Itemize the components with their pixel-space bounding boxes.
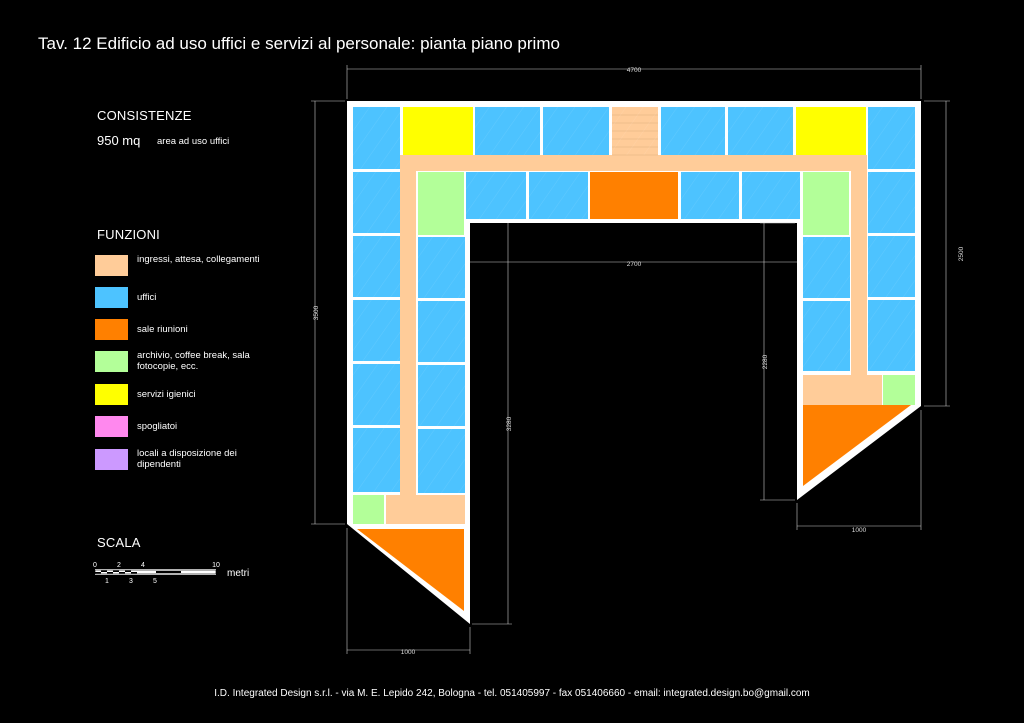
dim-top-width: 4700 [627,67,642,74]
scala-heading: SCALA [97,535,141,550]
floor-plan [353,107,915,611]
restroom-right [796,107,866,155]
area-value: 950 mq [97,133,141,148]
scale-tick-10: 10 [212,562,220,569]
scale-tick-3: 3 [129,578,133,585]
legend-label: ingressi, attesa, collegamenti [137,254,260,265]
dim-inner-right-height: 2280 [762,354,769,369]
area-label: area ad uso uffici [157,136,230,147]
restroom-left [403,107,473,155]
legend-swatch [95,384,128,405]
archive-bottom-right [883,375,915,405]
legend-swatch [95,287,128,308]
dim-right-height: 2500 [958,246,965,261]
dim-left-height: 3500 [313,305,320,320]
legend-swatch [95,319,128,340]
dim-inner-left-height: 3280 [506,416,513,431]
legend-label: archivio, coffee break, sala fotocopie, … [137,350,250,372]
scale-tick-0: 0 [93,562,97,569]
meeting-room-right [803,405,911,486]
archive-right [803,172,849,235]
legend-swatch [95,449,128,470]
scale-unit: metri [227,568,249,579]
page-title: Tav. 12 Edificio ad uso uffici e servizi… [38,34,560,53]
legend-label: servizi igienici [137,389,196,400]
scale-tick-2: 2 [117,562,121,569]
legend-swatch [95,255,128,276]
scale-bar: 0 2 4 10 1 3 5 metri [93,562,249,585]
legend-label: spogliatoi [137,421,178,432]
meeting-room-center [590,172,678,219]
legend-swatch [95,351,128,372]
dim-inner-width: 2700 [627,261,642,268]
dim-left-bottom-width: 1000 [401,649,416,656]
scale-tick-1: 1 [105,578,109,585]
legend-label: locali a disposizione dei dipendenti [137,448,237,470]
archive-left [418,172,464,235]
footer-contact: I.D. Integrated Design s.r.l. - via M. E… [214,688,810,699]
dim-right-bottom-width: 1000 [852,527,867,534]
scale-tick-4: 4 [141,562,145,569]
dimension-lines [311,65,950,654]
archive-bottom-left [353,495,384,524]
meeting-room-left [357,529,464,611]
legend-label: sale riunioni [137,324,188,335]
legend-label: uffici [137,292,157,303]
funzioni-heading: FUNZIONI [97,227,160,242]
legend-swatch [95,416,128,437]
stair-left [386,495,465,524]
stair-right [803,375,882,405]
consistenze-heading: CONSISTENZE [97,108,192,123]
scale-tick-5: 5 [153,578,157,585]
